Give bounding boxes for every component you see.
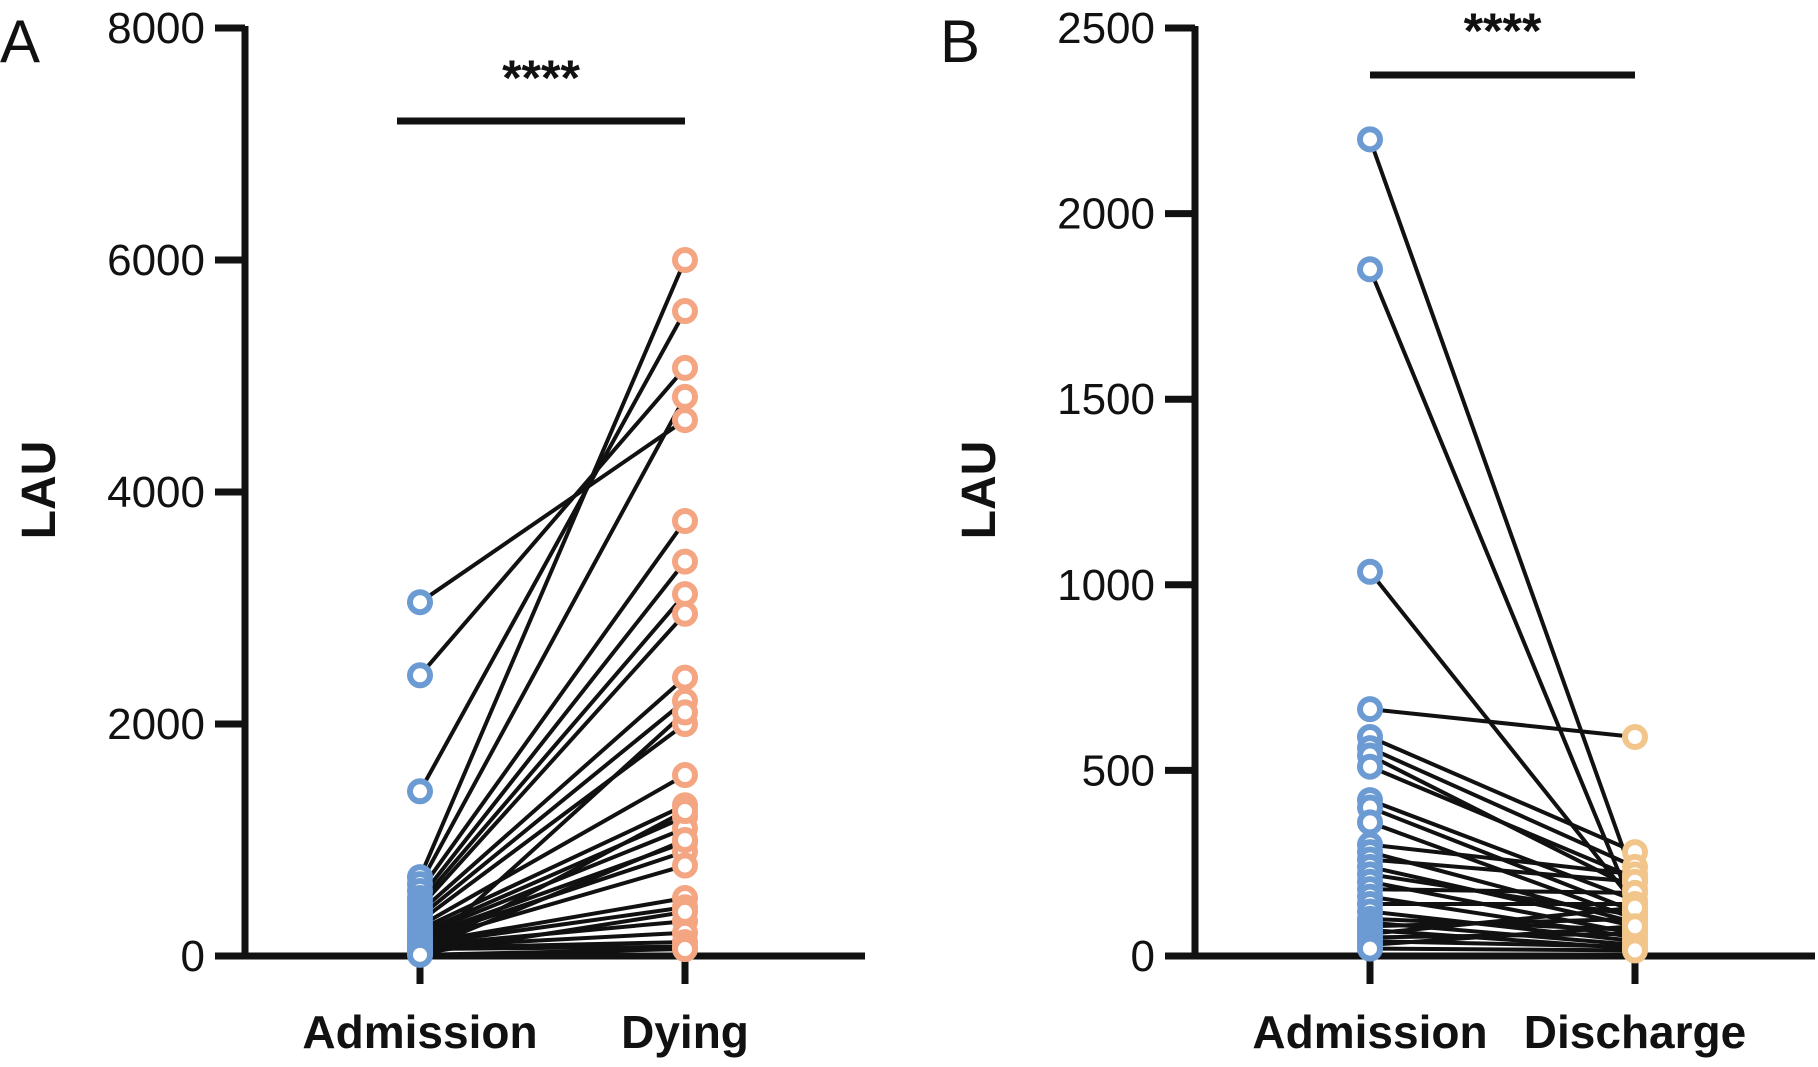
- pair-line: [1369, 887, 1636, 895]
- pair-line: [418, 676, 687, 914]
- point-admission: [1357, 126, 1383, 153]
- pair-line: [419, 930, 686, 949]
- x-category-label: Admission: [302, 1006, 537, 1058]
- pair-line: [418, 519, 687, 893]
- y-axis-label: LAU: [953, 441, 1006, 540]
- y-tick-label: 4000: [107, 468, 205, 517]
- y-tick-label: 500: [1082, 746, 1155, 795]
- point-admission: [1357, 558, 1383, 585]
- y-tick-label: 0: [181, 932, 205, 981]
- y-tick-label: 8000: [107, 4, 205, 53]
- point-admission: [1357, 696, 1383, 723]
- pair-line: [419, 773, 686, 928]
- y-tick-label: 2500: [1057, 4, 1155, 53]
- pair-line: [1369, 905, 1636, 936]
- y-tick-label: 6000: [107, 236, 205, 285]
- point-dying: [672, 827, 698, 853]
- pair-line: [418, 699, 687, 919]
- point-dying: [672, 852, 698, 879]
- y-tick-label: 2000: [107, 700, 205, 749]
- point-admission: [1357, 753, 1383, 780]
- significance-label: ****: [1464, 3, 1542, 59]
- pair-line: [419, 803, 686, 932]
- pair-line: [419, 809, 686, 954]
- pair-line: [419, 905, 686, 947]
- pair-line: [1369, 798, 1636, 903]
- point-dying: [672, 383, 698, 410]
- pair-line: [419, 838, 686, 953]
- y-tick-label: 2000: [1057, 190, 1155, 239]
- point-dying: [672, 798, 698, 824]
- point-admission: [407, 662, 433, 689]
- pair-line: [1369, 872, 1636, 918]
- point-admission: [407, 778, 433, 805]
- pair-line: [1369, 735, 1636, 854]
- pair-line: [418, 592, 687, 904]
- pair-line: [419, 947, 686, 957]
- point-dying: [672, 664, 698, 691]
- pair-line: [418, 259, 687, 878]
- point-dying: [672, 898, 698, 925]
- point-dying: [672, 407, 698, 434]
- x-category-label: Discharge: [1524, 1006, 1746, 1058]
- pair-line: [418, 366, 687, 677]
- point-admission: [1357, 256, 1383, 283]
- point-dying: [672, 699, 698, 726]
- pair-line: [418, 612, 687, 909]
- x-category-label: Dying: [621, 1006, 749, 1058]
- pair-line: [1369, 764, 1636, 880]
- pair-line: [419, 896, 686, 946]
- pair-line: [1369, 946, 1636, 953]
- point-discharge: [1622, 937, 1648, 964]
- significance-label: ****: [502, 50, 580, 106]
- panel-letter: B: [940, 8, 980, 75]
- pair-line: [418, 418, 687, 604]
- panel-letter: A: [0, 8, 40, 75]
- pair-line: [1369, 924, 1636, 947]
- point-dying: [672, 762, 698, 789]
- y-tick-label: 1500: [1057, 375, 1155, 424]
- point-dying: [672, 247, 698, 273]
- point-dying: [672, 936, 698, 963]
- pair-line: [1369, 857, 1636, 884]
- y-axis-label: LAU: [13, 441, 66, 540]
- pair-line: [1369, 746, 1636, 869]
- point-admission: [407, 941, 433, 968]
- point-admission: [407, 589, 433, 616]
- point-admission: [1357, 935, 1383, 962]
- point-dying: [672, 298, 698, 325]
- x-category-label: Admission: [1252, 1006, 1487, 1058]
- point-dying: [672, 548, 698, 575]
- pair-line: [418, 710, 687, 955]
- pair-line: [418, 560, 687, 900]
- point-dying: [672, 354, 698, 381]
- pair-line: [418, 395, 687, 886]
- pair-line: [1369, 842, 1636, 877]
- pair-line: [418, 722, 687, 923]
- point-dying: [672, 600, 698, 627]
- y-tick-label: 1000: [1057, 561, 1155, 610]
- pair-line: [1368, 138, 1637, 883]
- pair-line: [1368, 570, 1637, 906]
- pair-line: [418, 310, 687, 793]
- point-discharge: [1622, 723, 1648, 750]
- pair-line: [419, 909, 686, 956]
- pair-line: [1368, 268, 1637, 913]
- pair-line: [1369, 707, 1636, 739]
- y-tick-label: 0: [1131, 932, 1155, 981]
- point-admission: [1357, 809, 1383, 836]
- point-discharge: [1622, 913, 1648, 940]
- point-dying: [672, 508, 698, 534]
